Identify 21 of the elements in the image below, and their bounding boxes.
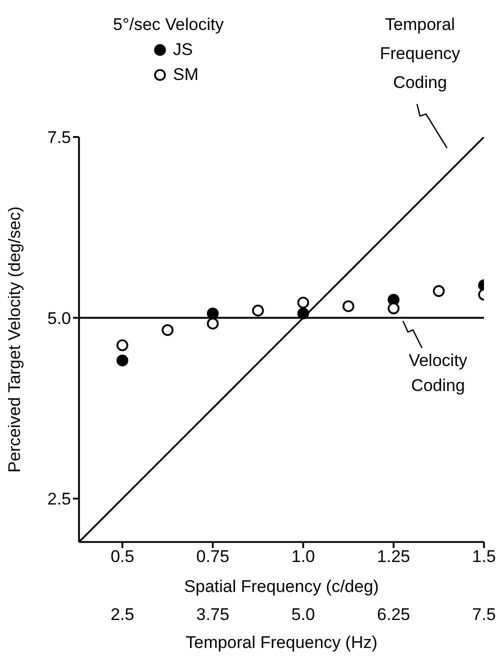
x-tick-label: 0.75 <box>196 547 230 566</box>
ref-line-label: Velocity Coding <box>408 350 468 397</box>
x-tick-label: 0.5 <box>110 547 134 566</box>
x-tick-label: 1.0 <box>291 547 316 566</box>
y-tick-label: 7.5 <box>47 128 71 148</box>
legend-label: JS <box>173 39 193 61</box>
x2-axis-title: Temporal Frequency (Hz) <box>186 633 378 652</box>
y-axis-title: Perceived Target Velocity (deg/sec) <box>5 206 24 473</box>
text: Temporal Frequency Coding <box>378 14 462 94</box>
legend-label: SM <box>173 64 198 86</box>
x2-tick-label: 5.0 <box>291 605 316 624</box>
y-tick-label: 2.5 <box>47 490 71 509</box>
x-axis-title: Spatial Frequency (c/deg) <box>184 577 379 596</box>
x2-tick-label: 3.75 <box>196 605 230 624</box>
x-tick-label: 1.5 <box>472 547 496 566</box>
x2-tick-label: 2.5 <box>110 605 134 624</box>
x-tick-label: 1.25 <box>377 547 410 566</box>
y-tick-label: 5.0 <box>47 308 71 328</box>
x2-tick-label: 6.25 <box>377 605 410 624</box>
legend-title: 5°/sec Velocity <box>113 14 224 36</box>
x2-tick-label: 7.5 <box>472 605 496 624</box>
